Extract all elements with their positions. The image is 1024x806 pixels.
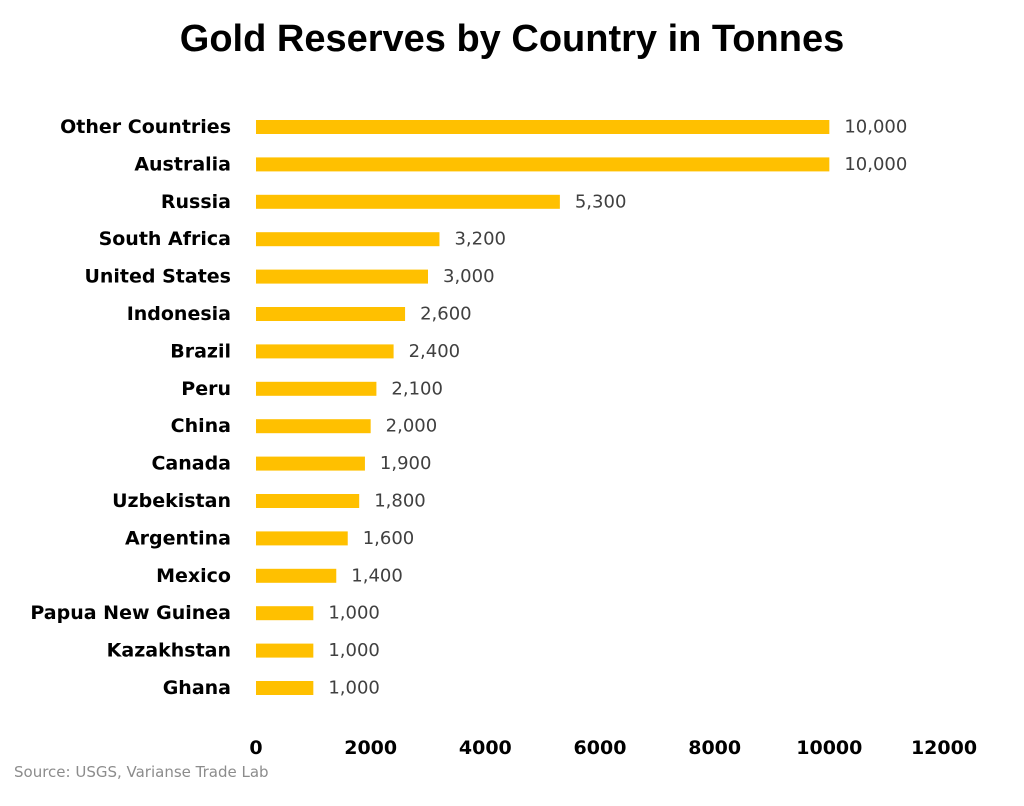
value-label-united-states: 3,000 [443, 266, 495, 287]
category-label-south-africa: South Africa [99, 228, 231, 250]
value-label-ghana: 1,000 [328, 678, 380, 699]
value-label-australia: 10,000 [844, 154, 907, 175]
category-label-brazil: Brazil [170, 340, 231, 362]
bar-canada [256, 456, 365, 471]
category-label-china: China [171, 415, 231, 437]
x-tick-label-0: 0 [249, 737, 262, 759]
x-tick-label-12000: 12000 [911, 737, 977, 759]
bar-kazakhstan [256, 643, 314, 658]
x-tick-label-2000: 2000 [344, 737, 397, 759]
value-label-south-africa: 3,200 [454, 229, 506, 250]
category-label-kazakhstan: Kazakhstan [107, 640, 231, 662]
bar-south-africa [256, 232, 440, 247]
bar-mexico [256, 568, 337, 583]
category-label-uzbekistan: Uzbekistan [112, 490, 231, 512]
value-label-papua-new-guinea: 1,000 [328, 603, 380, 624]
value-label-other-countries: 10,000 [844, 117, 907, 138]
category-label-canada: Canada [151, 453, 231, 475]
bar-papua-new-guinea [256, 606, 314, 621]
category-label-australia: Australia [134, 153, 231, 175]
category-label-russia: Russia [161, 191, 231, 213]
value-label-uzbekistan: 1,800 [374, 491, 426, 512]
category-label-other-countries: Other Countries [60, 116, 231, 138]
x-tick-label-10000: 10000 [796, 737, 862, 759]
category-label-papua-new-guinea: Papua New Guinea [30, 602, 231, 624]
bar-uzbekistan [256, 494, 360, 508]
x-tick-label-8000: 8000 [688, 737, 741, 759]
bar-peru [256, 381, 377, 396]
value-label-kazakhstan: 1,000 [328, 640, 380, 661]
value-label-china: 2,000 [386, 416, 438, 437]
bar-russia [256, 194, 560, 209]
value-label-mexico: 1,400 [351, 565, 403, 586]
value-label-argentina: 1,600 [363, 528, 415, 549]
value-label-peru: 2,100 [391, 378, 443, 399]
bar-other-countries [256, 120, 830, 134]
value-label-indonesia: 2,600 [420, 304, 472, 325]
bar-brazil [256, 344, 394, 359]
bar-argentina [256, 531, 348, 546]
x-tick-label-6000: 6000 [574, 737, 627, 759]
category-label-ghana: Ghana [163, 677, 231, 699]
bar-china [256, 419, 371, 434]
category-label-argentina: Argentina [125, 527, 231, 549]
category-label-united-states: United States [84, 266, 231, 288]
value-label-russia: 5,300 [575, 191, 627, 212]
bar-united-states [256, 269, 428, 284]
bar-australia [256, 157, 830, 172]
category-label-peru: Peru [181, 378, 231, 400]
value-label-canada: 1,900 [380, 453, 432, 474]
x-tick-label-4000: 4000 [459, 737, 512, 759]
category-label-indonesia: Indonesia [127, 303, 231, 325]
source-note: Source: USGS, Varianse Trade Lab [14, 763, 269, 781]
bar-ghana [256, 681, 314, 695]
value-label-brazil: 2,400 [409, 341, 461, 362]
category-label-mexico: Mexico [156, 565, 231, 587]
bar-indonesia [256, 307, 406, 321]
chart-title: Gold Reserves by Country in Tonnes [179, 18, 845, 60]
